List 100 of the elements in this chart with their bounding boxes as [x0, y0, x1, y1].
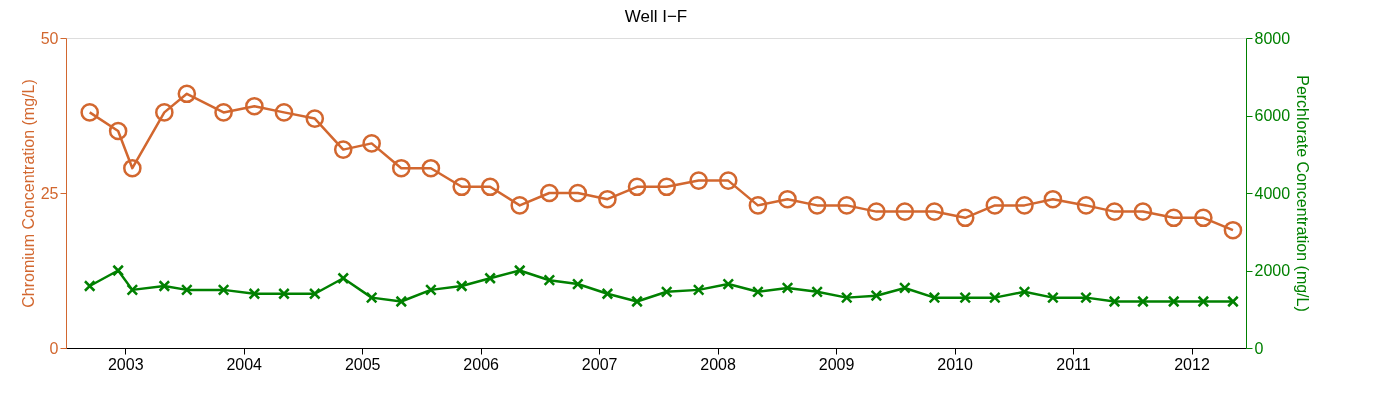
x-tick-label: 2012 [1174, 355, 1210, 373]
point [1167, 295, 1180, 308]
point [1108, 295, 1121, 308]
point [660, 285, 673, 298]
point [1226, 295, 1239, 308]
point [177, 84, 197, 104]
point [1105, 202, 1124, 221]
point [689, 171, 708, 190]
point [837, 196, 857, 215]
point [1046, 291, 1059, 304]
point [657, 177, 676, 197]
point [80, 103, 100, 122]
point [627, 177, 647, 197]
point [245, 96, 264, 116]
point [1197, 295, 1210, 308]
point [513, 264, 526, 277]
y-tick-label: 50 [40, 29, 59, 47]
point [362, 134, 381, 153]
point [598, 189, 617, 209]
point [365, 291, 378, 304]
point [988, 291, 1001, 304]
point [840, 291, 853, 304]
point [692, 283, 705, 296]
y2-tick-label: 0 [1254, 339, 1264, 357]
y2-tick-label: 6000 [1254, 107, 1291, 124]
x-tick-label: 2010 [937, 355, 973, 373]
y2-tick-label: 4000 [1254, 184, 1291, 202]
point [1076, 196, 1096, 215]
point [1018, 285, 1031, 298]
x-tick-label: 2011 [1056, 355, 1091, 373]
chart-title: Well I−F [624, 7, 688, 26]
point [601, 287, 614, 300]
point [959, 291, 972, 304]
y2-tick-label: 2000 [1254, 262, 1291, 279]
point [540, 183, 559, 203]
point [1164, 208, 1184, 228]
point [308, 287, 321, 300]
point [274, 103, 294, 122]
point [568, 183, 588, 203]
point [1043, 189, 1063, 209]
x-tick-label: 2005 [344, 355, 381, 373]
point [180, 283, 193, 296]
point [333, 140, 353, 159]
point [510, 196, 530, 215]
point [155, 103, 174, 122]
point [395, 295, 408, 308]
point [158, 280, 171, 292]
point [895, 202, 915, 221]
point [870, 289, 883, 302]
point [278, 287, 290, 300]
point [1136, 295, 1149, 308]
point [778, 189, 797, 209]
point [751, 285, 764, 298]
point [337, 272, 350, 285]
x-tick-label: 2008 [700, 355, 736, 373]
point [955, 208, 975, 228]
point [452, 177, 472, 197]
point [83, 280, 96, 292]
point [898, 281, 911, 294]
point [781, 281, 794, 294]
point [126, 283, 139, 296]
point [543, 274, 556, 287]
x-tick-label: 2003 [107, 355, 144, 373]
point [123, 158, 142, 178]
point [718, 171, 738, 190]
point [928, 291, 941, 304]
y2-tick-label: 8000 [1254, 29, 1291, 47]
point [1080, 291, 1093, 304]
y-tick-label: 0 [49, 339, 59, 357]
point [1223, 220, 1243, 240]
point [108, 121, 128, 141]
y-axis-title: Chromium Concentration (mg/L) [19, 79, 37, 308]
point [421, 158, 441, 178]
point [1133, 202, 1153, 221]
x-tick-label: 2007 [581, 355, 618, 373]
y-tick-label: 25 [40, 184, 59, 202]
point [722, 278, 735, 291]
point [112, 264, 125, 277]
point [424, 283, 437, 296]
point [305, 109, 325, 128]
point [811, 285, 824, 298]
point [631, 295, 644, 308]
point [1015, 196, 1034, 215]
point [248, 287, 261, 300]
x-tick-label: 2006 [463, 355, 500, 373]
point [214, 103, 233, 122]
point [867, 202, 886, 221]
point [217, 283, 230, 296]
point [985, 196, 1005, 215]
point [455, 280, 468, 292]
point [1194, 208, 1213, 228]
x-tick-label: 2009 [818, 355, 855, 373]
point [391, 158, 411, 178]
y2-axis-title: Perchlorate Concentration (mg/L) [1294, 75, 1312, 312]
point [484, 272, 497, 285]
point [748, 196, 768, 215]
x-tick-label: 2004 [226, 355, 263, 373]
point [571, 278, 584, 291]
point [480, 177, 500, 197]
point [807, 196, 827, 215]
